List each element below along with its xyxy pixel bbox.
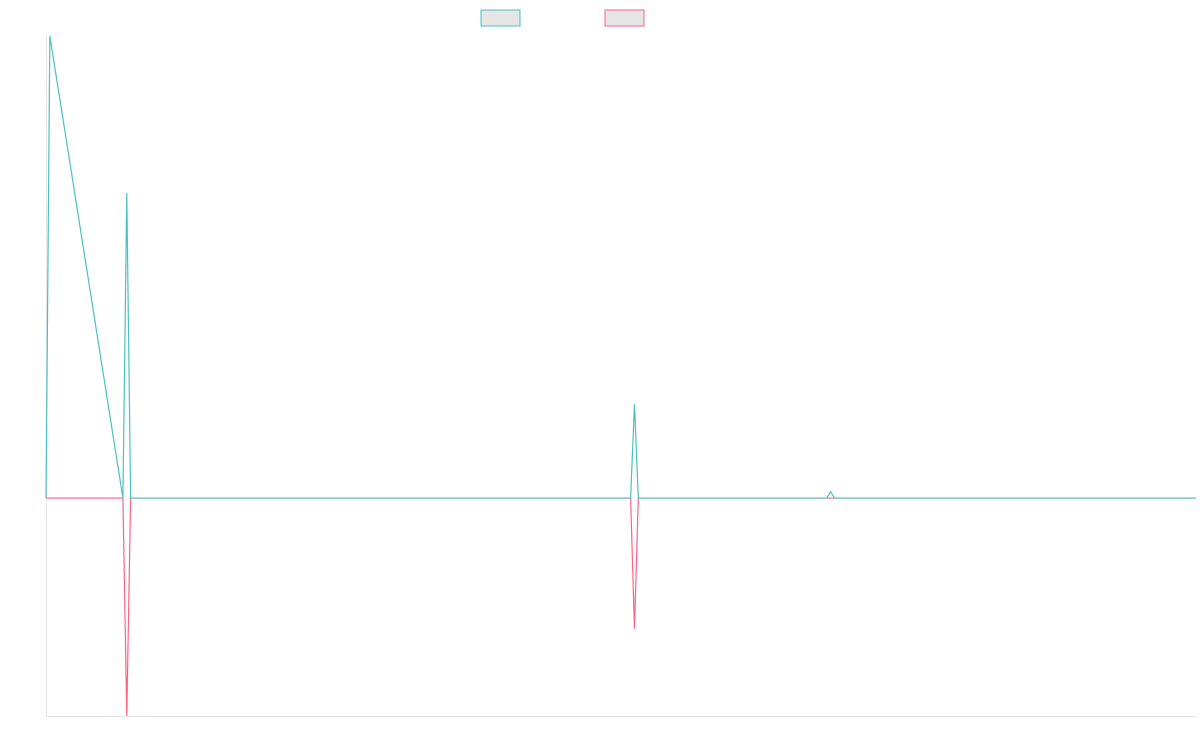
legend[interactable] (480, 9, 645, 27)
series-layer (45, 35, 1196, 717)
series-1-line (45, 35, 1196, 499)
legend-swatch-series-1[interactable] (480, 9, 521, 27)
legend-item-series-1[interactable] (480, 9, 521, 27)
legend-item-series-2[interactable] (604, 9, 645, 27)
series-2-line (46, 497, 1196, 717)
legend-swatch-series-2[interactable] (604, 9, 645, 27)
axes (46, 36, 1196, 717)
